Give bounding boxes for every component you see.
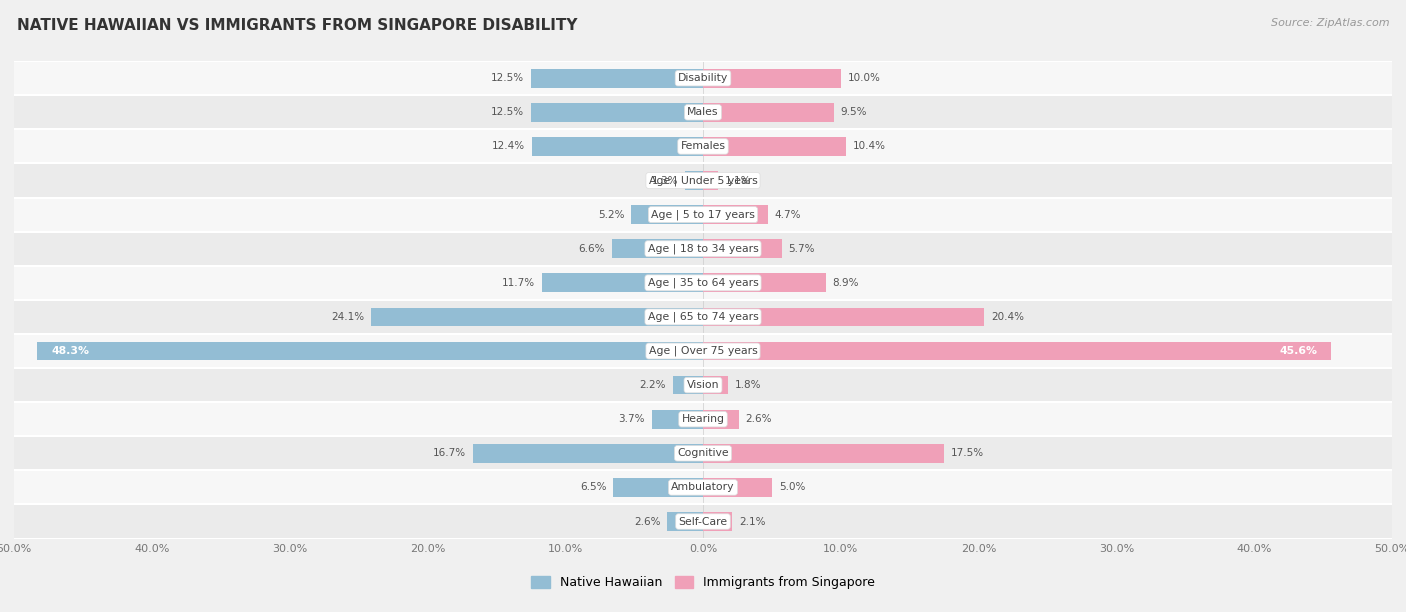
- Bar: [703, 137, 846, 156]
- Text: 12.5%: 12.5%: [491, 107, 524, 118]
- Text: Age | 35 to 64 years: Age | 35 to 64 years: [648, 278, 758, 288]
- Text: Females: Females: [681, 141, 725, 151]
- Bar: [472, 444, 703, 463]
- Bar: [14, 402, 1392, 436]
- Text: Age | Under 5 years: Age | Under 5 years: [648, 175, 758, 186]
- Text: 5.2%: 5.2%: [598, 210, 624, 220]
- Bar: [703, 274, 825, 292]
- Bar: [14, 334, 1392, 368]
- Bar: [672, 376, 703, 395]
- Bar: [14, 232, 1392, 266]
- Bar: [14, 504, 1392, 539]
- Text: 6.5%: 6.5%: [581, 482, 606, 493]
- Text: 12.4%: 12.4%: [492, 141, 526, 151]
- Bar: [14, 95, 1392, 129]
- Bar: [371, 308, 703, 326]
- Text: 4.7%: 4.7%: [775, 210, 801, 220]
- Text: 20.4%: 20.4%: [991, 312, 1024, 322]
- Text: Age | 18 to 34 years: Age | 18 to 34 years: [648, 244, 758, 254]
- Text: Disability: Disability: [678, 73, 728, 83]
- Bar: [613, 478, 703, 497]
- Text: 11.7%: 11.7%: [502, 278, 534, 288]
- Text: 2.2%: 2.2%: [640, 380, 666, 390]
- Text: 24.1%: 24.1%: [330, 312, 364, 322]
- Text: 6.6%: 6.6%: [579, 244, 605, 254]
- Text: 8.9%: 8.9%: [832, 278, 859, 288]
- Bar: [703, 341, 1331, 360]
- Bar: [531, 69, 703, 88]
- Bar: [14, 368, 1392, 402]
- Text: 1.1%: 1.1%: [725, 176, 752, 185]
- Text: 5.7%: 5.7%: [789, 244, 815, 254]
- Text: Age | 65 to 74 years: Age | 65 to 74 years: [648, 312, 758, 322]
- Text: 1.3%: 1.3%: [652, 176, 678, 185]
- Text: 12.5%: 12.5%: [491, 73, 524, 83]
- Bar: [14, 471, 1392, 504]
- Text: 48.3%: 48.3%: [51, 346, 89, 356]
- Text: Ambulatory: Ambulatory: [671, 482, 735, 493]
- Text: 10.0%: 10.0%: [848, 73, 880, 83]
- Text: Cognitive: Cognitive: [678, 449, 728, 458]
- Bar: [531, 137, 703, 156]
- Bar: [703, 171, 718, 190]
- Bar: [703, 478, 772, 497]
- Bar: [703, 512, 733, 531]
- Text: 9.5%: 9.5%: [841, 107, 868, 118]
- Bar: [14, 129, 1392, 163]
- Bar: [703, 103, 834, 122]
- Text: 1.8%: 1.8%: [735, 380, 761, 390]
- Text: 3.7%: 3.7%: [619, 414, 645, 424]
- Bar: [612, 239, 703, 258]
- Legend: Native Hawaiian, Immigrants from Singapore: Native Hawaiian, Immigrants from Singapo…: [526, 572, 880, 594]
- Bar: [703, 308, 984, 326]
- Text: Age | 5 to 17 years: Age | 5 to 17 years: [651, 209, 755, 220]
- Bar: [703, 239, 782, 258]
- Text: 17.5%: 17.5%: [950, 449, 984, 458]
- Bar: [531, 103, 703, 122]
- Text: NATIVE HAWAIIAN VS IMMIGRANTS FROM SINGAPORE DISABILITY: NATIVE HAWAIIAN VS IMMIGRANTS FROM SINGA…: [17, 18, 578, 34]
- Text: 2.6%: 2.6%: [634, 517, 661, 526]
- Bar: [631, 205, 703, 224]
- Bar: [38, 341, 703, 360]
- Bar: [14, 300, 1392, 334]
- Text: 16.7%: 16.7%: [433, 449, 465, 458]
- Text: Vision: Vision: [686, 380, 720, 390]
- Bar: [703, 69, 841, 88]
- Text: 5.0%: 5.0%: [779, 482, 806, 493]
- Text: Source: ZipAtlas.com: Source: ZipAtlas.com: [1271, 18, 1389, 28]
- Bar: [703, 376, 728, 395]
- Bar: [14, 163, 1392, 198]
- Bar: [14, 436, 1392, 471]
- Bar: [668, 512, 703, 531]
- Text: Hearing: Hearing: [682, 414, 724, 424]
- Bar: [703, 410, 738, 428]
- Bar: [703, 444, 945, 463]
- Bar: [652, 410, 703, 428]
- Bar: [14, 198, 1392, 232]
- Bar: [541, 274, 703, 292]
- Text: Males: Males: [688, 107, 718, 118]
- Bar: [14, 266, 1392, 300]
- Text: 2.6%: 2.6%: [745, 414, 772, 424]
- Text: Self-Care: Self-Care: [679, 517, 727, 526]
- Bar: [685, 171, 703, 190]
- Text: 2.1%: 2.1%: [738, 517, 765, 526]
- Text: 45.6%: 45.6%: [1279, 346, 1317, 356]
- Bar: [14, 61, 1392, 95]
- Bar: [703, 205, 768, 224]
- Text: 10.4%: 10.4%: [853, 141, 886, 151]
- Text: Age | Over 75 years: Age | Over 75 years: [648, 346, 758, 356]
